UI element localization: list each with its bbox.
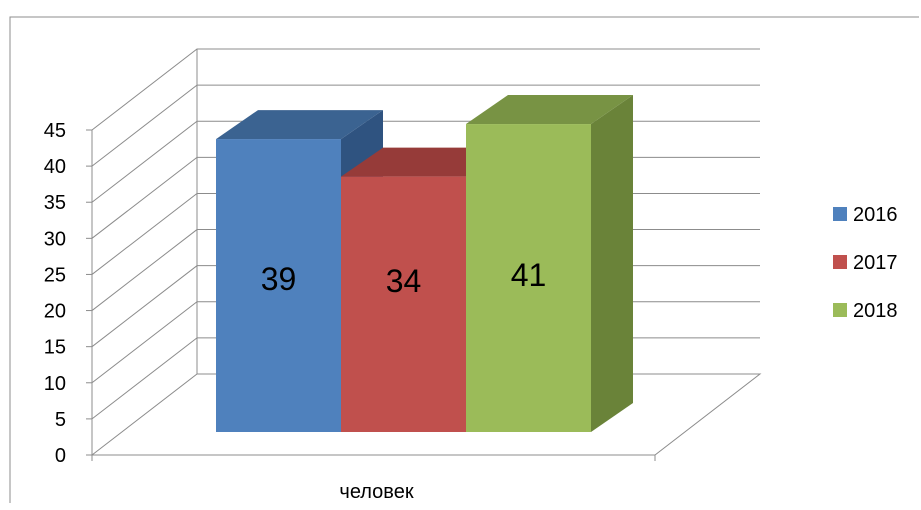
legend-item-2018: 2018 [833,300,898,322]
legend-swatch [833,303,847,317]
bar-top [216,110,383,140]
bar-front [466,124,591,433]
value-axis: 0 5 10 15 20 25 30 35 40 45 человек [44,120,656,503]
legend-label: 2018 [853,300,898,322]
legend: 2016 2017 2018 [833,204,898,322]
bar-2018 [466,95,633,433]
y-tick-label: 10 [44,373,66,395]
legend-item-2017: 2017 [833,252,898,274]
y-tick-label: 20 [44,301,66,323]
y-tick-label: 40 [44,156,66,178]
chart-border [9,16,919,503]
data-label: 34 [386,263,422,299]
bar-side [591,95,633,433]
category-label: человек [339,481,413,503]
bars [216,95,633,433]
y-tick-label: 45 [44,120,66,142]
legend-label: 2016 [853,204,898,226]
data-label: 41 [511,257,547,293]
legend-label: 2017 [853,252,898,274]
data-labels: 39 34 41 [261,257,547,299]
bar-top [466,95,633,125]
y-tick-label: 5 [55,409,66,431]
gridline [91,48,760,131]
y-tick-label: 30 [44,228,66,250]
y-tick-label: 25 [44,264,66,286]
bar-front [341,176,466,432]
y-tick-label: 15 [44,337,66,359]
chart-frame [9,16,919,503]
legend-swatch [833,207,847,221]
legend-item-2016: 2016 [833,204,898,226]
bar-front [216,139,341,433]
y-tick-label: 0 [55,445,66,467]
y-tick-label: 35 [44,192,66,214]
legend-swatch [833,255,847,269]
gridlines [90,48,762,456]
data-label: 39 [261,261,297,297]
